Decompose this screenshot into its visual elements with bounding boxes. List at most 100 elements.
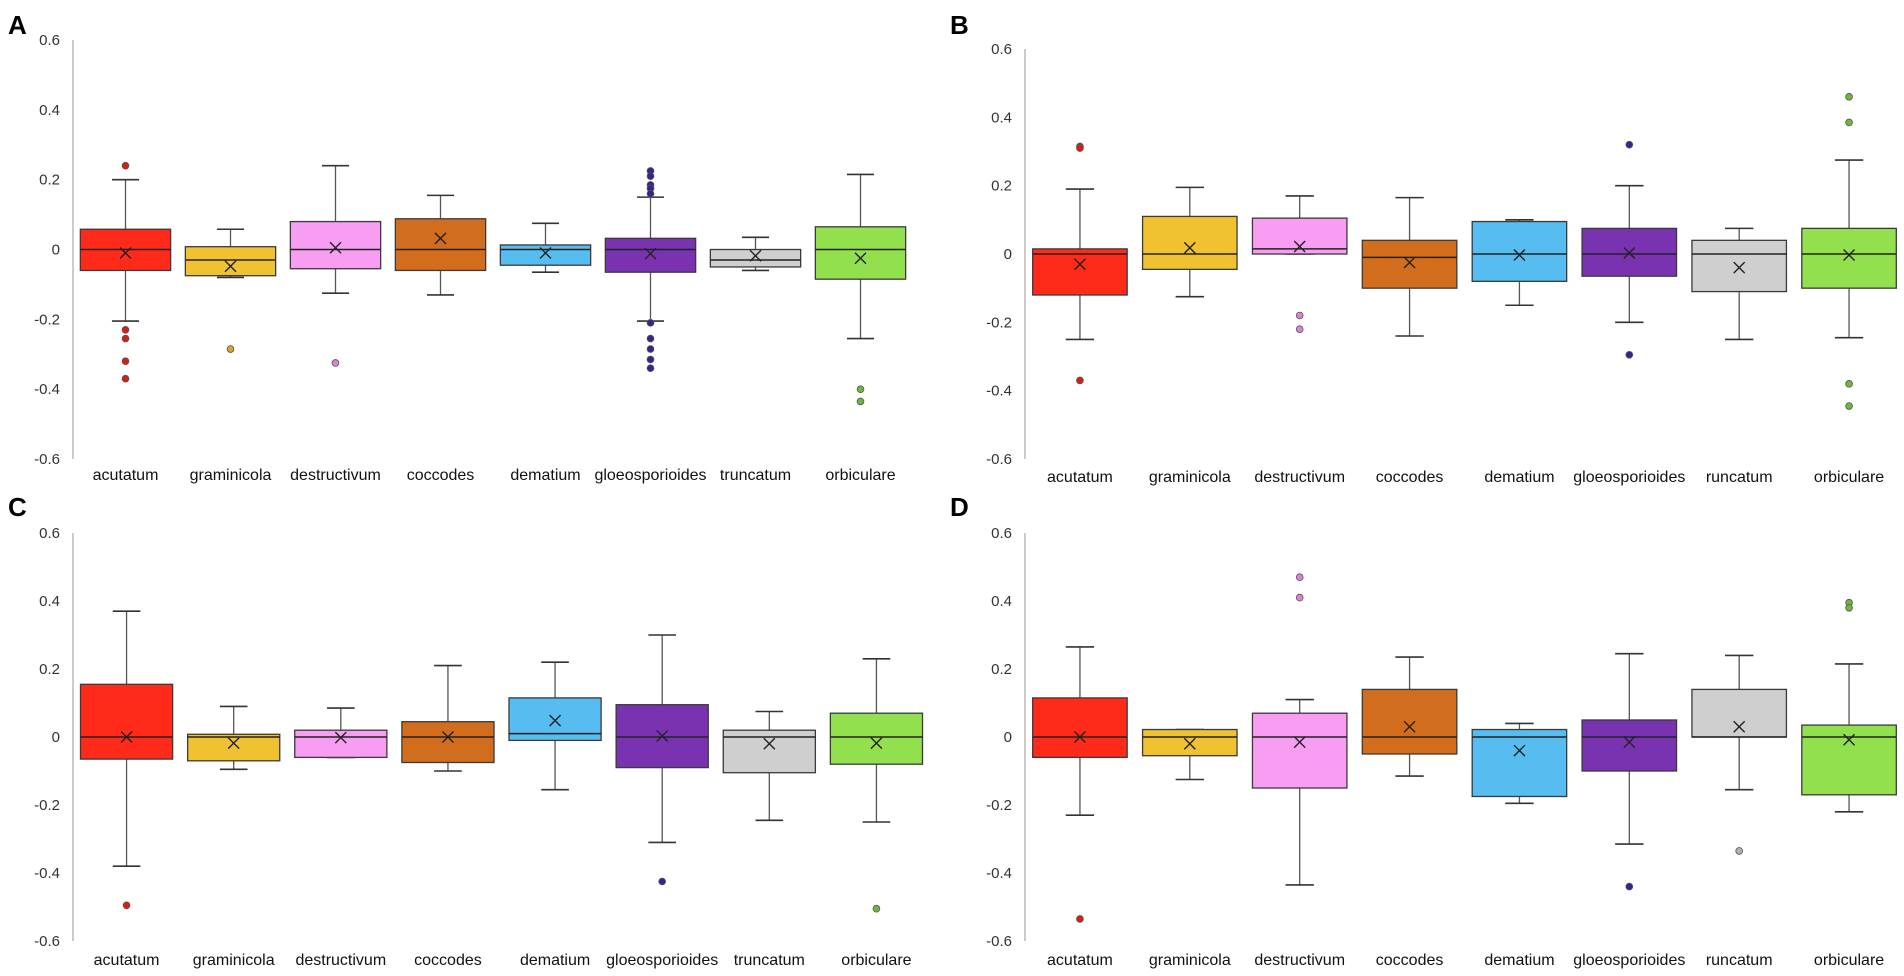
y-tick-label: -0.6 (986, 451, 1012, 468)
outlier-point (1076, 376, 1084, 385)
x-category-label: destructivum (295, 952, 386, 969)
mean-marker (227, 737, 240, 750)
box-truncatum (709, 236, 802, 272)
box-iqr (1581, 719, 1678, 772)
box-iqr (1801, 227, 1897, 289)
box-iqr (289, 220, 382, 270)
box-coccodes (401, 664, 495, 772)
x-category-label: graminicola (1149, 469, 1231, 486)
outlier-point (856, 385, 865, 393)
box-destructivum (289, 164, 382, 367)
panel-label: B (950, 10, 969, 40)
x-category-label: acutatum (93, 467, 159, 484)
outlier-point (658, 877, 666, 886)
panel-label: D (950, 492, 969, 522)
panel-b: B 0.6 0.4 0.2 0 -0.2 -0.4 -0.6 acutatum graminico… (950, 10, 1897, 486)
box-truncatum (722, 710, 817, 822)
box-runcatum (1691, 654, 1788, 855)
x-category-label: coccodes (414, 952, 482, 969)
mean-marker (329, 241, 342, 254)
outlier-point (1845, 603, 1853, 612)
x-category-label: dematium (520, 952, 590, 969)
y-tick-label: -0.4 (34, 381, 60, 398)
mean-marker (1623, 246, 1636, 259)
x-category-label: acutatum (1047, 469, 1113, 486)
outlier-point (1845, 380, 1853, 388)
outlier-point (121, 326, 130, 334)
mean-marker (1293, 736, 1306, 749)
mean-marker (1403, 720, 1416, 733)
x-category-label: coccodes (1376, 952, 1444, 969)
y-tick-label: -0.4 (34, 865, 60, 882)
outlier-point (1295, 311, 1304, 320)
y-tick-label: -0.2 (34, 797, 60, 814)
outlier-point (646, 172, 655, 180)
mean-marker (644, 247, 657, 260)
box-dematium (1471, 219, 1568, 307)
outlier-point (121, 374, 130, 383)
outlier-point (121, 334, 130, 343)
box-destructivum (1251, 195, 1348, 333)
box-iqr (829, 712, 924, 765)
box-graminicola (184, 228, 277, 353)
mean-marker (1293, 240, 1306, 253)
outlier-point (1845, 402, 1853, 410)
box-iqr (1251, 712, 1348, 789)
y-tick-label: 0.2 (39, 661, 60, 678)
x-category-label: orbiculare (1814, 469, 1884, 486)
mean-marker (1733, 720, 1746, 733)
mean-marker (539, 246, 552, 259)
box-acutatum (79, 610, 174, 910)
box-destructivum (1251, 573, 1348, 886)
outlier-point (226, 345, 235, 353)
y-tick-label: 0 (1004, 246, 1012, 263)
x-category-label: acutatum (94, 952, 160, 969)
x-category-label: coccodes (407, 467, 475, 484)
mean-marker (763, 737, 776, 750)
y-tick-label: 0.4 (991, 593, 1012, 610)
box-iqr (294, 729, 388, 759)
box-graminicola (1141, 728, 1238, 781)
outlier-point (121, 357, 130, 366)
box-coccodes (1361, 196, 1458, 337)
outlier-point (1076, 144, 1084, 152)
box-iqr (1361, 688, 1458, 755)
mean-marker (1073, 258, 1086, 271)
box-destructivum (294, 707, 388, 759)
y-tick-label: 0.4 (39, 593, 60, 610)
mean-marker (441, 731, 454, 743)
box-graminicola (186, 705, 281, 771)
box-dematium (499, 222, 592, 273)
x-category-label: destructivum (1254, 952, 1345, 969)
x-category-label: orbiculare (1814, 952, 1884, 969)
y-tick-label: 0.6 (39, 32, 60, 49)
y-tick-label: 0.6 (991, 525, 1012, 542)
y-tick-label: 0 (1004, 729, 1012, 746)
box-iqr (1361, 239, 1458, 289)
x-category-label: graminicola (1149, 952, 1231, 969)
x-category-label: gloeosporioides (606, 952, 718, 969)
outlier-point (122, 901, 131, 910)
outlier-point (646, 334, 655, 343)
x-category-label: truncatum (734, 952, 805, 969)
mean-marker (549, 714, 562, 727)
x-category-label: gloeosporioides (1573, 469, 1685, 486)
y-tick-label: -0.6 (34, 451, 60, 468)
box-orbiculare (1801, 598, 1897, 813)
y-tick-label: 0 (52, 729, 60, 746)
box-dematium (1471, 722, 1568, 805)
mean-marker (1843, 733, 1856, 746)
outlier-point (1295, 325, 1304, 333)
mean-marker (1733, 261, 1746, 274)
box-iqr (1251, 217, 1348, 255)
y-tick-label: 0.4 (39, 102, 60, 119)
box-iqr (184, 246, 277, 277)
mean-marker (1183, 737, 1196, 750)
outlier-point (1625, 882, 1634, 891)
panel-label: A (8, 10, 27, 40)
box-iqr (1471, 728, 1568, 798)
x-category-label: coccodes (1376, 469, 1444, 486)
y-tick-label: 0.6 (991, 41, 1012, 58)
box-gloeosporioides (615, 634, 709, 886)
